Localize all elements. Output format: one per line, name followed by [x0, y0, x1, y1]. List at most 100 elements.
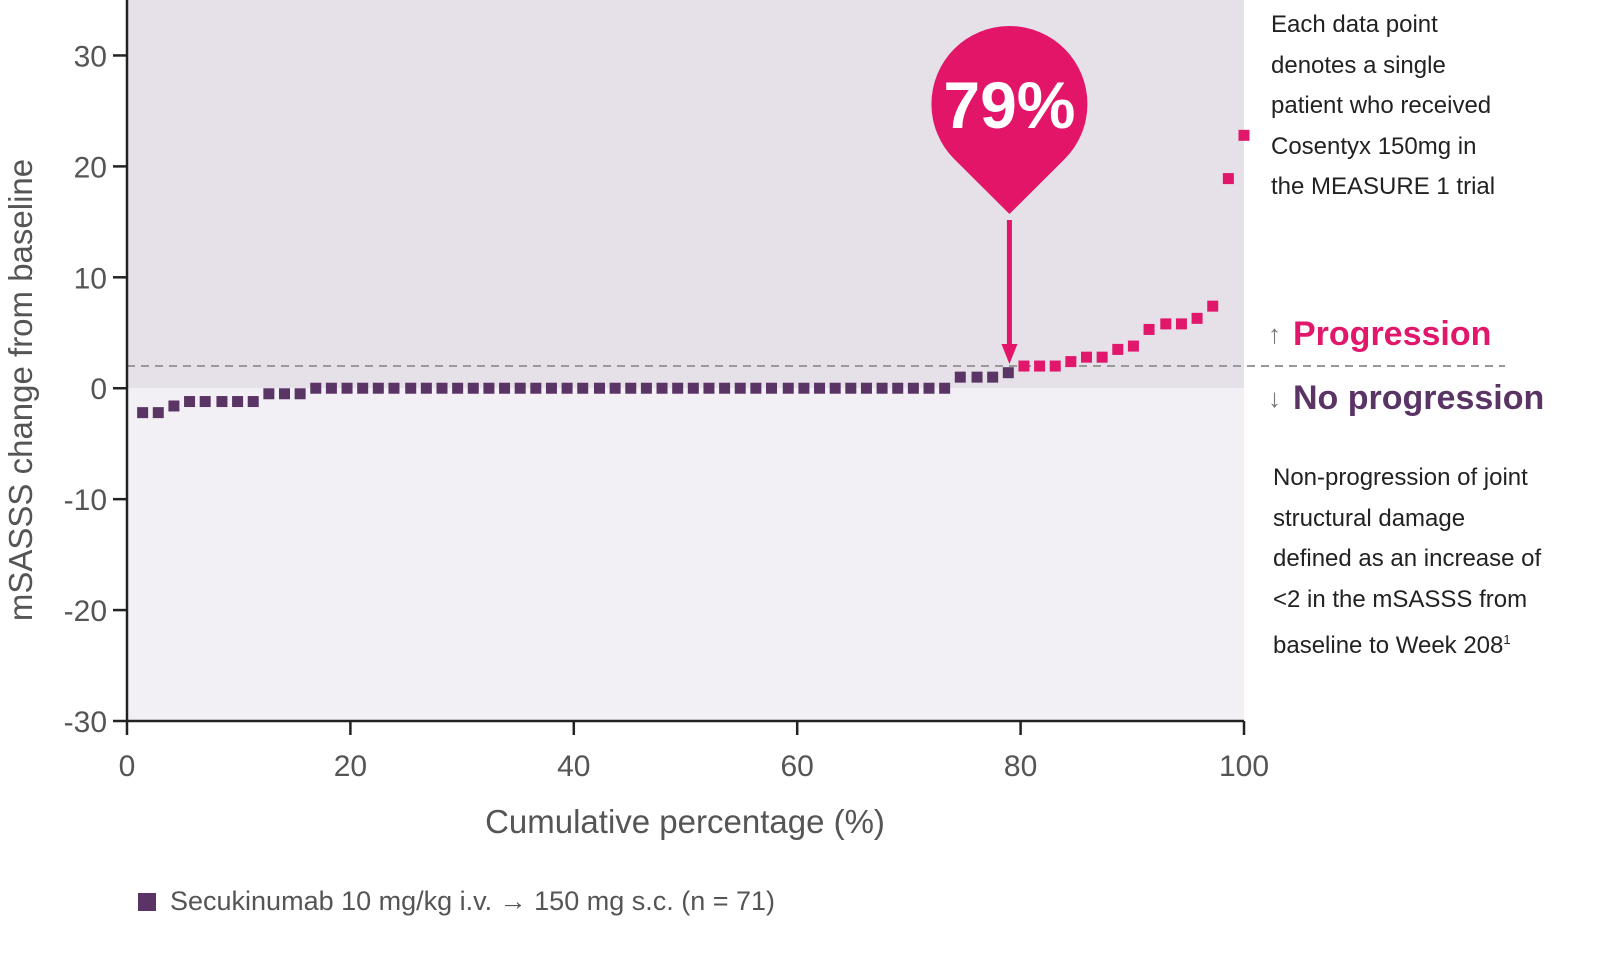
data-point [954, 371, 966, 383]
data-point [372, 382, 384, 394]
bottom-note-line-text: baseline to Week 208 [1273, 632, 1504, 659]
top-note: Each data point denotes a single patient… [1271, 5, 1495, 208]
data-point [247, 396, 259, 408]
data-point [1191, 312, 1203, 324]
y-axis-ticks: 30 20 10 0 -10 -20 -30 [64, 40, 127, 739]
progression-text: Progression [1293, 315, 1492, 353]
data-point [609, 382, 621, 394]
bottom-note: Non-progression of joint structural dama… [1273, 458, 1541, 667]
data-point [545, 382, 557, 394]
data-point [672, 382, 684, 394]
no-progression-text: No progression [1293, 379, 1545, 417]
data-point [341, 382, 353, 394]
callout-pin-shape [931, 25, 1088, 214]
y-tick-label: 20 [74, 151, 107, 184]
x-tick-label: 40 [557, 750, 590, 783]
data-point [405, 382, 417, 394]
data-point [1065, 356, 1077, 368]
data-point [1207, 300, 1219, 312]
data-point [1127, 340, 1139, 352]
data-point [829, 382, 841, 394]
data-point [152, 407, 164, 419]
x-axis-title: Cumulative percentage (%) [485, 803, 885, 840]
data-point [499, 382, 511, 394]
bottom-note-line: structural damage [1273, 504, 1466, 532]
data-point [640, 382, 652, 394]
down-arrow-icon: ↓ [1268, 383, 1281, 413]
y-tick-label: 0 [90, 373, 107, 406]
bottom-note-line: <2 in the mSASSS from [1273, 585, 1528, 613]
data-point [436, 382, 448, 394]
progression-label: ↑ Progression [1268, 315, 1491, 354]
data-point [971, 371, 983, 383]
data-point [987, 371, 999, 383]
data-point [782, 382, 794, 394]
data-point [561, 382, 573, 394]
x-tick-label: 60 [781, 750, 814, 783]
data-point [798, 382, 810, 394]
data-point [199, 396, 211, 408]
data-point [420, 382, 432, 394]
data-point [325, 382, 337, 394]
data-point [1034, 360, 1046, 372]
data-point [137, 407, 149, 419]
x-axis-ticks: 0 20 40 60 80 100 [119, 721, 1269, 783]
data-point [452, 382, 464, 394]
data-point [687, 382, 699, 394]
data-point [1018, 360, 1030, 372]
data-point [1112, 343, 1124, 355]
data-point [483, 382, 495, 394]
data-point [845, 382, 857, 394]
data-point [860, 382, 872, 394]
top-note-line: patient who received [1271, 92, 1492, 119]
top-note-line: denotes a single [1271, 51, 1446, 79]
up-arrow-icon: ↑ [1268, 319, 1281, 349]
data-point [278, 388, 290, 400]
data-point [939, 382, 951, 394]
data-point [168, 400, 180, 412]
bottom-note-line: baseline to Week 2081 [1273, 620, 1541, 667]
callout-79-percent: 79% [931, 25, 1088, 365]
data-point [263, 388, 275, 400]
data-point [388, 382, 400, 394]
data-point [719, 382, 731, 394]
lower-zone-shading [127, 388, 1244, 721]
data-point [892, 382, 904, 394]
data-point [294, 388, 306, 400]
bottom-note-line: Non-progression of joint [1273, 464, 1528, 491]
x-tick-label: 20 [334, 750, 367, 783]
data-point [656, 382, 668, 394]
data-point [467, 382, 479, 394]
x-tick-label: 80 [1004, 750, 1037, 783]
top-note-line: the MEASURE 1 trial [1271, 173, 1496, 200]
upper-zone-shading [127, 0, 1244, 389]
data-point [357, 382, 369, 394]
bottom-note-line: defined as an increase of [1273, 545, 1542, 572]
data-point [577, 382, 589, 394]
data-point [1222, 173, 1234, 185]
x-tick-label: 100 [1219, 750, 1269, 783]
data-point [923, 382, 935, 394]
data-point [310, 382, 322, 394]
callout-label: 79% [943, 68, 1075, 142]
legend: Secukinumab 10 mg/kg i.v. → 150 mg s.c. … [138, 886, 775, 917]
data-points [137, 129, 1250, 419]
data-point [1160, 318, 1172, 330]
data-point [1049, 360, 1061, 372]
y-tick-label: 30 [74, 40, 107, 73]
y-tick-label: -30 [64, 706, 107, 739]
top-note-line: Cosentyx 150mg in [1271, 132, 1477, 160]
data-point [216, 396, 228, 408]
legend-label: Secukinumab 10 mg/kg i.v. → 150 mg s.c. … [170, 886, 776, 916]
y-tick-label: 10 [74, 262, 107, 295]
data-point [1096, 351, 1108, 363]
x-tick-label: 0 [119, 750, 136, 783]
data-point [1238, 129, 1250, 141]
data-point [703, 382, 715, 394]
data-point [1143, 323, 1155, 335]
data-point [1175, 318, 1187, 330]
data-point [1081, 351, 1093, 363]
data-point [814, 382, 826, 394]
data-point [184, 396, 196, 408]
data-point [907, 382, 919, 394]
